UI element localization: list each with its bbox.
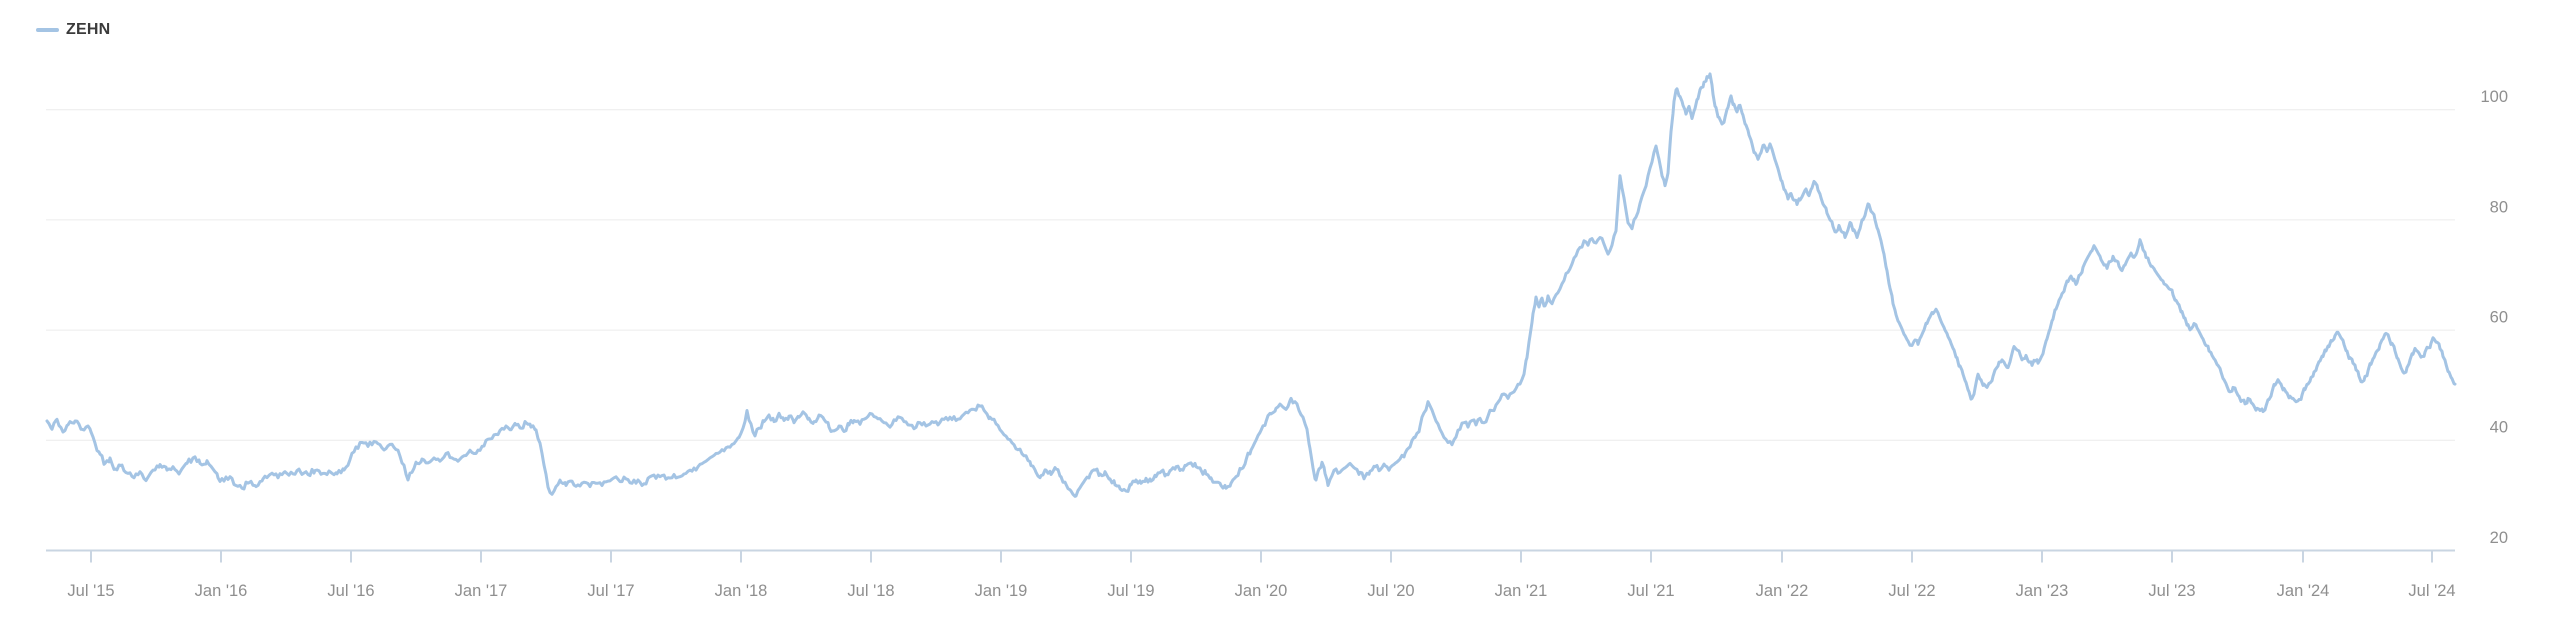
x-tick-label: Jan '17 — [455, 582, 508, 600]
x-tick-label: Jul '15 — [67, 582, 114, 600]
x-tick-label: Jan '24 — [2277, 582, 2330, 600]
x-tick-label: Jul '23 — [2148, 582, 2195, 600]
x-tick-label: Jan '23 — [2016, 582, 2069, 600]
x-tick-label: Jul '17 — [587, 582, 634, 600]
x-tick-label: Jan '19 — [975, 582, 1028, 600]
x-tick-label: Jan '18 — [715, 582, 768, 600]
legend: ZEHN — [36, 21, 110, 39]
x-tick-label: Jul '16 — [327, 582, 374, 600]
y-tick-label: 40 — [2490, 419, 2508, 437]
y-tick-label: 80 — [2490, 198, 2508, 216]
x-tick-label: Jul '24 — [2408, 582, 2455, 600]
y-tick-label: 60 — [2490, 308, 2508, 326]
x-tick-label: Jan '20 — [1235, 582, 1288, 600]
x-tick-label: Jul '18 — [847, 582, 894, 600]
legend-series-label: ZEHN — [66, 21, 111, 38]
y-tick-label: 100 — [2480, 88, 2508, 106]
y-tick-label: 20 — [2490, 529, 2508, 547]
x-tick-label: Jul '22 — [1888, 582, 1935, 600]
x-tick-label: Jul '21 — [1627, 582, 1674, 600]
x-tick-label: Jan '21 — [1495, 582, 1548, 600]
x-tick-label: Jul '19 — [1107, 582, 1154, 600]
x-tick-label: Jul '20 — [1367, 582, 1414, 600]
x-tick-label: Jan '16 — [195, 582, 248, 600]
price-line-series — [45, 72, 2457, 498]
legend-line-swatch — [36, 28, 59, 32]
x-tick-label: Jan '22 — [1756, 582, 1809, 600]
